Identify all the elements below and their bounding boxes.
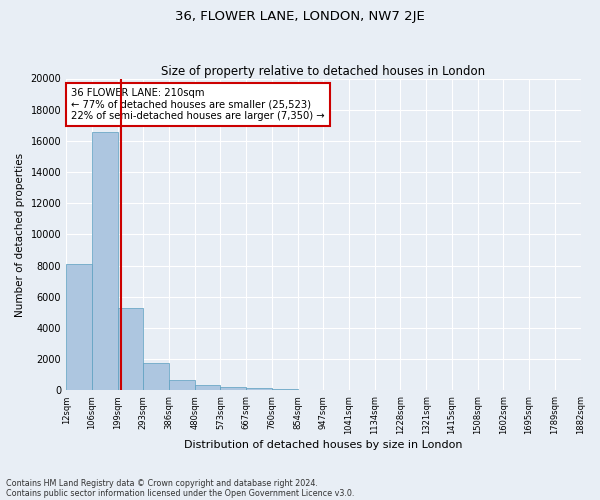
Text: Contains public sector information licensed under the Open Government Licence v3: Contains public sector information licen… xyxy=(6,488,355,498)
Text: Contains HM Land Registry data © Crown copyright and database right 2024.: Contains HM Land Registry data © Crown c… xyxy=(6,478,318,488)
Text: 36, FLOWER LANE, LONDON, NW7 2JE: 36, FLOWER LANE, LONDON, NW7 2JE xyxy=(175,10,425,23)
Bar xyxy=(195,384,220,390)
Bar xyxy=(272,389,298,390)
X-axis label: Distribution of detached houses by size in London: Distribution of detached houses by size … xyxy=(184,440,463,450)
Text: 36 FLOWER LANE: 210sqm
← 77% of detached houses are smaller (25,523)
22% of semi: 36 FLOWER LANE: 210sqm ← 77% of detached… xyxy=(71,88,325,121)
Bar xyxy=(169,380,195,390)
Y-axis label: Number of detached properties: Number of detached properties xyxy=(15,152,25,316)
Bar xyxy=(92,132,118,390)
Bar xyxy=(143,363,169,390)
Bar xyxy=(66,264,92,390)
Bar xyxy=(246,388,272,390)
Bar xyxy=(118,308,143,390)
Title: Size of property relative to detached houses in London: Size of property relative to detached ho… xyxy=(161,66,485,78)
Bar xyxy=(220,387,246,390)
